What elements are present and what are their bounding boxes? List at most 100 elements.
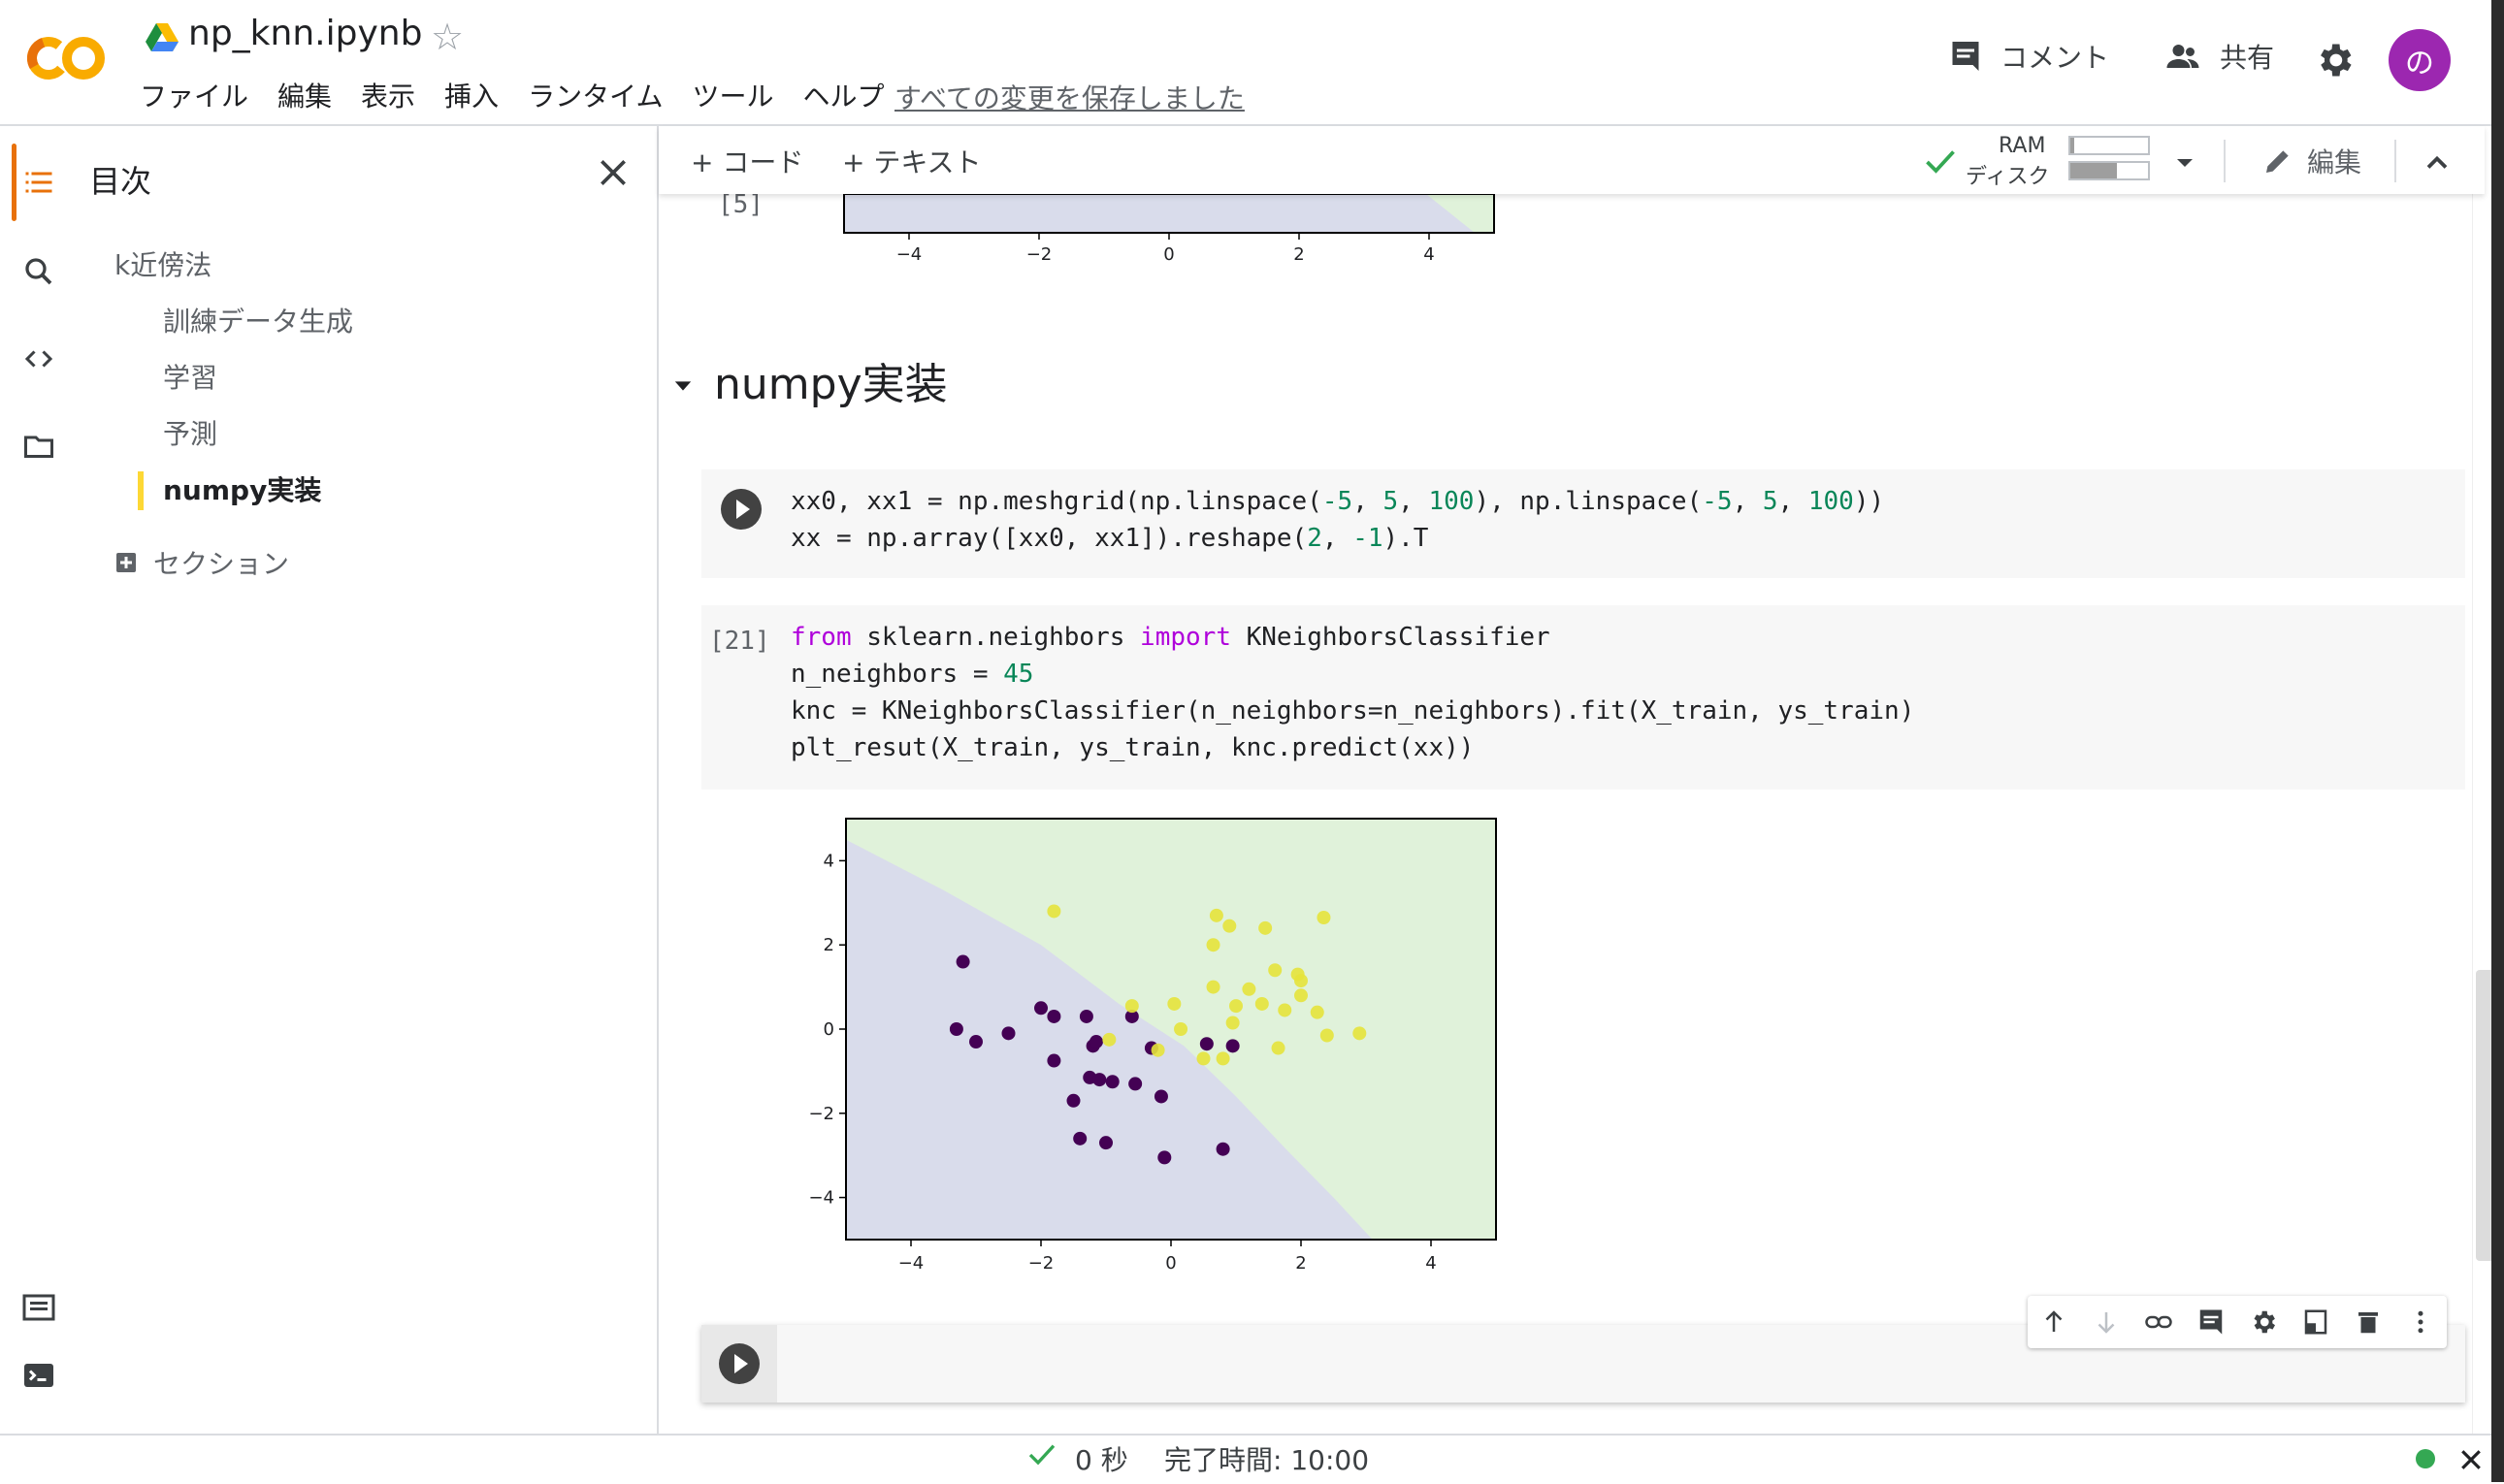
search-icon[interactable]: [21, 254, 56, 289]
class1-point: [1167, 996, 1182, 1011]
toc-item-learning[interactable]: 学習: [163, 362, 218, 394]
class1-point: [1216, 1051, 1230, 1066]
menu-view[interactable]: 表示: [361, 81, 416, 113]
status-bar: [0, 1434, 2491, 1484]
people-icon: [2166, 45, 2199, 68]
class1-point: [1047, 904, 1061, 919]
menu-runtime[interactable]: ランタイム: [528, 81, 664, 113]
x-tick-label: 2: [1295, 1253, 1306, 1274]
x-tick-label: −2: [1026, 244, 1053, 265]
class1-point: [1352, 1026, 1367, 1041]
cell-code[interactable]: from sklearn.neighbors import KNeighbors…: [791, 623, 1915, 762]
menu-tools[interactable]: ツール: [692, 81, 774, 113]
comment-button[interactable]: コメント: [1948, 37, 2109, 76]
class0-point: [1047, 1053, 1061, 1068]
ram-meter[interactable]: [2068, 136, 2150, 155]
toolbar-divider: [2224, 140, 2226, 182]
avatar[interactable]: の: [2389, 29, 2451, 91]
disk-label: ディスク: [1966, 165, 2050, 189]
class1-point: [1206, 938, 1220, 952]
class1-point: [1196, 1051, 1211, 1066]
add-section-button[interactable]: セクション: [114, 543, 289, 582]
disk-meter-fill: [2070, 163, 2117, 178]
add-code-button[interactable]: + コード: [691, 146, 804, 178]
toc-title: 目次: [89, 163, 152, 200]
comment-icon[interactable]: [2196, 1307, 2226, 1337]
plus-box-icon: [116, 553, 136, 572]
terminal-icon[interactable]: [21, 1358, 56, 1393]
close-icon[interactable]: [2456, 1445, 2486, 1478]
status-completed: 完了時間: 10:00: [1164, 1444, 1370, 1476]
run-cell-button[interactable]: [719, 1343, 760, 1384]
x-tick-label: 0: [1163, 244, 1174, 265]
class0-point: [1092, 1073, 1107, 1087]
star-icon[interactable]: ☆: [431, 16, 465, 58]
window-edge: [2491, 0, 2504, 1482]
delete-icon[interactable]: [2354, 1307, 2383, 1337]
link-icon[interactable]: [2144, 1307, 2173, 1337]
ram-label: RAM: [1999, 134, 2046, 158]
command-palette-icon[interactable]: [21, 1290, 56, 1325]
toc-item-train-data[interactable]: 訓練データ生成: [163, 306, 354, 338]
x-tick-label: −4: [898, 1253, 925, 1274]
gear-icon[interactable]: [2249, 1307, 2278, 1337]
code-cell[interactable]: xx0, xx1 = np.meshgrid(np.linspace(-5, 5…: [701, 469, 2465, 578]
cell-code[interactable]: xx0, xx1 = np.meshgrid(np.linspace(-5, 5…: [791, 487, 1885, 553]
x-tick-label: −4: [896, 244, 923, 265]
disk-meter[interactable]: [2068, 161, 2150, 180]
x-tick-label: 2: [1293, 244, 1304, 265]
class1-point: [1294, 974, 1308, 988]
menu-help[interactable]: ヘルプ: [802, 81, 885, 113]
class1-point: [1209, 908, 1223, 922]
share-label: 共有: [2220, 42, 2275, 74]
close-icon[interactable]: [594, 153, 633, 192]
class0-point: [1154, 1089, 1168, 1104]
colab-logo[interactable]: [27, 29, 107, 87]
settings-button[interactable]: [2313, 39, 2356, 85]
class0-point: [1047, 1009, 1061, 1023]
cell-exec-count: [21]: [709, 627, 770, 656]
notebook-title[interactable]: np_knn.ipynb: [188, 14, 423, 53]
edit-button[interactable]: 編集: [2262, 142, 2361, 180]
class1-point: [1151, 1043, 1165, 1057]
class0-point: [1079, 1009, 1093, 1023]
class0-point: [1066, 1093, 1081, 1108]
google-drive-icon: [146, 23, 179, 52]
class0-point: [1216, 1142, 1230, 1156]
menu-insert[interactable]: 挿入: [444, 81, 500, 113]
chevron-down-icon[interactable]: [2173, 155, 2196, 175]
menu-file[interactable]: ファイル: [140, 81, 249, 113]
add-text-button[interactable]: + テキスト: [842, 146, 982, 178]
class1-point: [1254, 996, 1269, 1011]
toc-item-knn[interactable]: k近傍法: [114, 249, 212, 281]
share-button[interactable]: 共有: [2163, 37, 2274, 76]
class0-point: [1099, 1136, 1113, 1150]
table-of-contents-icon[interactable]: [21, 165, 56, 200]
class0-point: [1073, 1131, 1088, 1145]
move-down-icon[interactable]: [2092, 1307, 2121, 1337]
code-cell[interactable]: [21] from sklearn.neighbors import KNeig…: [701, 605, 2465, 790]
class0-point: [1225, 1039, 1240, 1053]
mirror-cell-icon[interactable]: [2301, 1307, 2330, 1337]
move-up-icon[interactable]: [2039, 1307, 2068, 1337]
toc-item-numpy[interactable]: numpy実装: [163, 474, 322, 506]
class0-point: [1157, 1150, 1172, 1165]
class1-point: [1174, 1022, 1188, 1036]
toc-active-indicator: [138, 471, 144, 510]
chevron-up-icon[interactable]: [2420, 145, 2455, 184]
run-cell-button[interactable]: [721, 489, 762, 530]
class0-point: [1001, 1026, 1016, 1041]
section-heading[interactable]: numpy実装: [714, 360, 948, 409]
class0-point: [956, 954, 970, 969]
toc-item-prediction[interactable]: 予測: [163, 418, 218, 450]
class0-point: [1128, 1077, 1143, 1091]
class1-point: [1225, 1016, 1240, 1030]
more-vert-icon[interactable]: [2406, 1307, 2435, 1337]
save-status-link[interactable]: すべての変更を保存しました: [894, 82, 1245, 114]
menu-edit[interactable]: 編集: [277, 81, 333, 113]
collapse-section-icon[interactable]: [669, 372, 697, 403]
folder-icon[interactable]: [21, 429, 56, 464]
class1-point: [1258, 920, 1273, 935]
class1-point: [1242, 982, 1256, 996]
code-snippets-icon[interactable]: [21, 341, 56, 376]
